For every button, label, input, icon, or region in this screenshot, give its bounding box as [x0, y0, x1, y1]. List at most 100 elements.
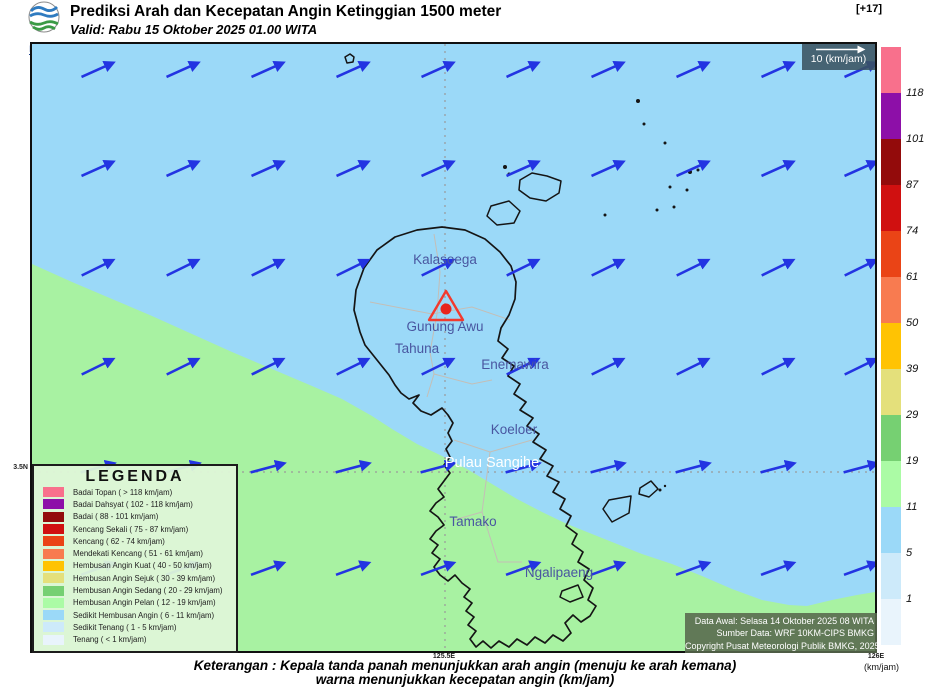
- small-islands: [344, 53, 659, 603]
- colorbar-band: [881, 93, 901, 139]
- volcano-marker: [427, 289, 465, 322]
- colorbar-bands: [881, 47, 901, 645]
- map-label-ngalipaeng: Ngalipaeng: [525, 565, 593, 580]
- legend-label: Badai Dahsyat ( 102 - 118 km/jam): [73, 499, 193, 509]
- wind-arrow: [675, 459, 712, 474]
- legend-swatch: [43, 487, 64, 498]
- legend-item: Badai ( 88 - 101 km/jam): [34, 511, 236, 523]
- wind-arrow: [505, 560, 542, 577]
- map-label-tahuna: Tahuna: [395, 341, 440, 356]
- wind-arrow: [676, 258, 711, 277]
- info-line: Copyright Pusat Meteorologi Publik BMKG,…: [685, 640, 880, 651]
- wind-arrow: [591, 258, 626, 277]
- wind-arrow: [420, 560, 457, 577]
- colorbar-band: [881, 369, 901, 415]
- wind-arrow: [760, 160, 796, 178]
- wind-arrow: [335, 160, 371, 178]
- colorbar-band: [881, 139, 901, 185]
- bmkg-logo-icon: [28, 1, 60, 33]
- map-labels: Kalasoega Gunung Awu Tahuna Enemawira Koeloe…: [395, 252, 593, 580]
- legend-swatch: [43, 573, 64, 584]
- map-label-koeloer: Koeloer: [491, 422, 538, 437]
- wind-arrow: [80, 160, 116, 178]
- wind-arrow: [761, 357, 796, 376]
- wind-arrow: [675, 560, 712, 577]
- legend-box: LEGENDA Badai Topan ( > 118 km/jam) Badai…: [32, 464, 238, 653]
- colorbar-tick: 5: [906, 546, 913, 559]
- valid-time-subtitle: Valid: Rabu 15 Oktober 2025 01.00 WITA: [70, 22, 318, 37]
- wind-arrow: [760, 61, 796, 79]
- colorbar-band: [881, 553, 901, 599]
- legend-swatch: [43, 597, 64, 608]
- colorbar-band: [881, 323, 901, 369]
- wind-arrow: [165, 160, 201, 178]
- legend-label: Sedikit Tenang ( 1 - 5 km/jam): [73, 622, 177, 632]
- colorbar-band: [881, 231, 901, 277]
- colorbar-tick: 74: [906, 224, 919, 237]
- legend-label: Kencang Sekali ( 75 - 87 km/jam): [73, 524, 189, 534]
- colorbar-tick: 50: [906, 316, 919, 329]
- forecast-hour-badge: [+17]: [856, 3, 882, 15]
- colorbar-tick: 29: [906, 408, 919, 421]
- legend-swatch: [43, 548, 64, 559]
- colorbar-tick: 11: [906, 500, 918, 513]
- colorbar-tick: 87: [906, 178, 919, 191]
- colorbar-band: [881, 599, 901, 645]
- colorbar-tick: 101: [906, 132, 925, 145]
- wind-arrow: [506, 357, 541, 376]
- legend-item: Sedikit Tenang ( 1 - 5 km/jam): [34, 621, 236, 633]
- legend-item: Badai Dahsyat ( 102 - 118 km/jam): [34, 498, 236, 510]
- legend-item: Badai Topan ( > 118 km/jam): [34, 486, 236, 498]
- legend-swatch: [43, 585, 64, 596]
- wind-arrow: [251, 258, 286, 277]
- lon-label-125-5e: 125.5E: [432, 653, 456, 660]
- colorbar-tick: 61: [906, 270, 919, 283]
- wind-arrow: [760, 560, 797, 577]
- wind-arrow: [844, 357, 875, 376]
- wind-arrow: [166, 258, 201, 277]
- legend-swatch: [43, 634, 64, 645]
- colorbar-tick: 1: [906, 592, 913, 605]
- wind-arrow: [421, 357, 456, 376]
- wind-arrow: [421, 258, 456, 277]
- wind-arrow: [250, 560, 287, 577]
- colorbar-tick: 118: [906, 86, 924, 99]
- wind-arrow: [165, 61, 201, 79]
- wind-arrow: [760, 459, 797, 474]
- legend-swatch: [43, 511, 64, 522]
- colorbar-tick: 39: [906, 362, 919, 375]
- reference-label: 10 (km/jam): [810, 53, 867, 65]
- legend-label: Mendekati Kencang ( 51 - 61 km/jam): [73, 549, 204, 559]
- wind-arrow: [843, 560, 875, 577]
- legend-swatch: [43, 622, 64, 633]
- colorbar-tick: 19: [906, 454, 919, 467]
- map-label-kalasoega: Kalasoega: [413, 252, 477, 267]
- legend-item: Hembusan Angin Pelan ( 12 - 19 km/jam): [34, 597, 236, 609]
- wind-arrow: [590, 61, 626, 79]
- wind-arrow: [420, 61, 456, 79]
- info-line: Sumber Data: WRF 10KM-CIPS BMKG: [716, 628, 874, 639]
- caption-line1: Keterangan : Kepala tanda panah menunjuk…: [193, 658, 737, 673]
- wind-arrow: [335, 560, 372, 577]
- wind-arrow: [81, 357, 116, 376]
- wind-arrow: [590, 459, 627, 474]
- wind-arrow: [676, 357, 711, 376]
- reference-arrow-icon: [815, 45, 865, 54]
- wind-arrow: [505, 459, 542, 474]
- wind-arrow: [335, 61, 371, 79]
- colorbar: 118 101 87 74 61 50 39 29 19 11 5 1: [881, 47, 930, 645]
- info-lines: Data Awal: Selasa 14 Oktober 2025 08 WIT…: [685, 615, 880, 652]
- wind-arrow: [505, 61, 541, 79]
- caption: Keterangan : Kepala tanda panah menunjuk…: [0, 659, 930, 687]
- legend-label: Tenang ( < 1 km/jam): [73, 635, 147, 645]
- legend-label: Hembusan Angin Sejuk ( 30 - 39 km/jam): [73, 573, 216, 583]
- wind-arrow: [761, 258, 796, 277]
- legend-label: Hembusan Angin Pelan ( 12 - 19 km/jam): [73, 598, 216, 608]
- caption-line2: warna menunjukkan kecepatan angin (km/ja…: [315, 672, 615, 687]
- wind-arrow: [250, 160, 286, 178]
- legend-label: Sedikit Hembusan Angin ( 6 - 11 km/jam): [73, 610, 215, 620]
- legend-item: Hembusan Angin Sejuk ( 30 - 39 km/jam): [34, 572, 236, 584]
- legend-item: Tenang ( < 1 km/jam): [34, 634, 236, 646]
- legend-label: Kencang ( 62 - 74 km/jam): [73, 536, 165, 546]
- wind-arrow: [506, 258, 541, 277]
